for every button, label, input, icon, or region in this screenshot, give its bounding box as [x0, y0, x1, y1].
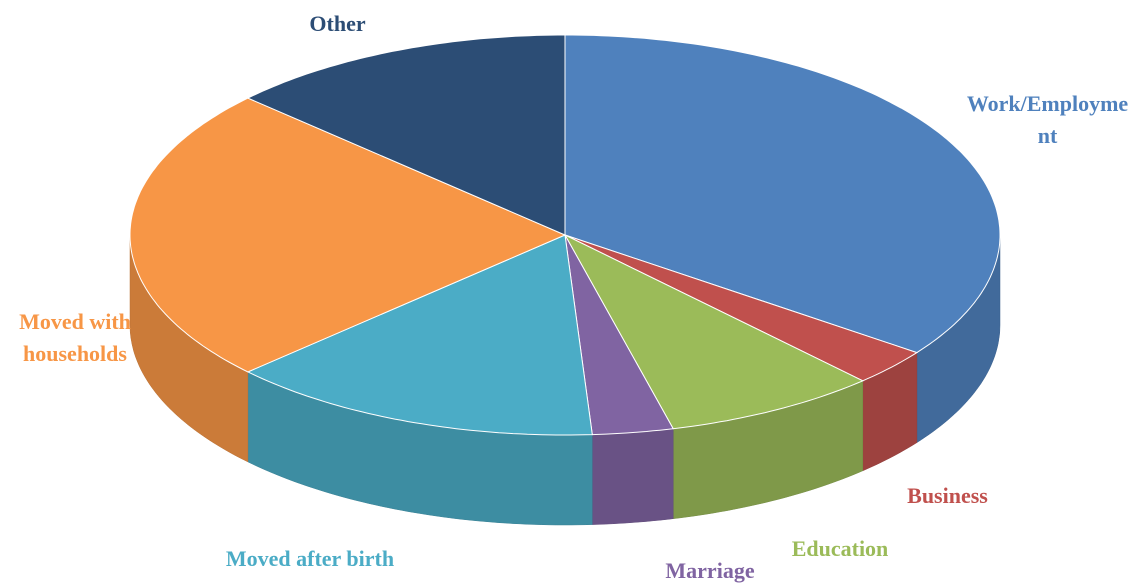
- slice: [246, 34, 566, 236]
- slice-label: Marriage: [665, 558, 755, 583]
- slice-label: Moved with households: [19, 309, 131, 366]
- slice: [564, 34, 1001, 354]
- slice: [129, 97, 567, 373]
- slice-label: Work/Employment: [966, 91, 1129, 148]
- slice: [564, 234, 919, 382]
- slice-label: Other: [309, 11, 366, 36]
- slice-label: Education: [791, 536, 889, 561]
- slice: [246, 234, 593, 436]
- slice-label: Business: [907, 483, 988, 508]
- slice-label: Moved after birth: [225, 546, 395, 571]
- slice: [564, 234, 675, 436]
- slice: [563, 233, 865, 430]
- slice-side: [592, 428, 674, 525]
